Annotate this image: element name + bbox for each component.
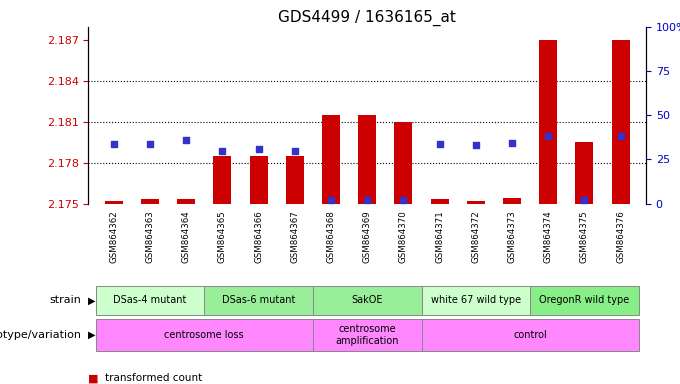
Point: [543, 133, 554, 139]
Text: control: control: [513, 330, 547, 340]
Text: white 67 wild type: white 67 wild type: [430, 295, 521, 306]
Point: [362, 197, 373, 203]
Bar: [611, 40, 630, 204]
Title: GDS4499 / 1636165_at: GDS4499 / 1636165_at: [278, 9, 456, 25]
Point: [398, 197, 409, 203]
Point: [579, 197, 590, 203]
Text: centrosome loss: centrosome loss: [165, 330, 244, 340]
Text: GSM864368: GSM864368: [326, 210, 335, 263]
Bar: [177, 199, 195, 204]
Bar: [105, 201, 123, 204]
Bar: [214, 156, 231, 204]
Text: SakOE: SakOE: [352, 295, 383, 306]
Point: [217, 148, 228, 154]
Bar: [466, 201, 485, 204]
Bar: [430, 199, 449, 204]
Text: GSM864367: GSM864367: [290, 210, 299, 263]
Text: transformed count: transformed count: [105, 373, 203, 383]
Text: GSM864366: GSM864366: [254, 210, 263, 263]
Bar: [204, 286, 313, 315]
Text: ▶: ▶: [88, 295, 96, 306]
Point: [108, 141, 119, 147]
Point: [434, 141, 445, 147]
Bar: [286, 156, 304, 204]
Bar: [322, 115, 340, 204]
Text: GSM864363: GSM864363: [146, 210, 154, 263]
Text: GSM864374: GSM864374: [544, 210, 553, 263]
Bar: [313, 286, 422, 315]
Text: GSM864369: GSM864369: [362, 210, 372, 263]
Bar: [530, 286, 639, 315]
Point: [326, 197, 337, 203]
Point: [181, 137, 192, 143]
Point: [507, 141, 517, 147]
Text: strain: strain: [50, 295, 82, 306]
Text: DSas-6 mutant: DSas-6 mutant: [222, 295, 295, 306]
Point: [290, 147, 301, 154]
Text: GSM864362: GSM864362: [109, 210, 118, 263]
Point: [471, 142, 481, 148]
Text: GSM864376: GSM864376: [616, 210, 625, 263]
Bar: [575, 142, 594, 204]
Bar: [394, 122, 413, 204]
Text: genotype/variation: genotype/variation: [0, 330, 82, 340]
Bar: [503, 198, 521, 204]
Point: [145, 141, 156, 147]
Bar: [358, 115, 376, 204]
Text: GSM864372: GSM864372: [471, 210, 480, 263]
Text: GSM864364: GSM864364: [182, 210, 190, 263]
Text: GSM864373: GSM864373: [507, 210, 517, 263]
Bar: [422, 286, 530, 315]
Bar: [96, 286, 204, 315]
Text: centrosome
amplification: centrosome amplification: [335, 324, 399, 346]
Bar: [141, 199, 159, 204]
Point: [615, 132, 626, 139]
Bar: [313, 319, 422, 351]
Text: OregonR wild type: OregonR wild type: [539, 295, 630, 306]
Text: ■: ■: [88, 373, 99, 383]
Text: GSM864365: GSM864365: [218, 210, 227, 263]
Text: ▶: ▶: [88, 330, 96, 340]
Bar: [539, 40, 558, 204]
Bar: [250, 156, 268, 204]
Text: GSM864371: GSM864371: [435, 210, 444, 263]
Bar: [422, 319, 639, 351]
Text: DSas-4 mutant: DSas-4 mutant: [114, 295, 186, 306]
Point: [253, 146, 264, 152]
Text: GSM864375: GSM864375: [580, 210, 589, 263]
Text: GSM864370: GSM864370: [399, 210, 408, 263]
Bar: [96, 319, 313, 351]
